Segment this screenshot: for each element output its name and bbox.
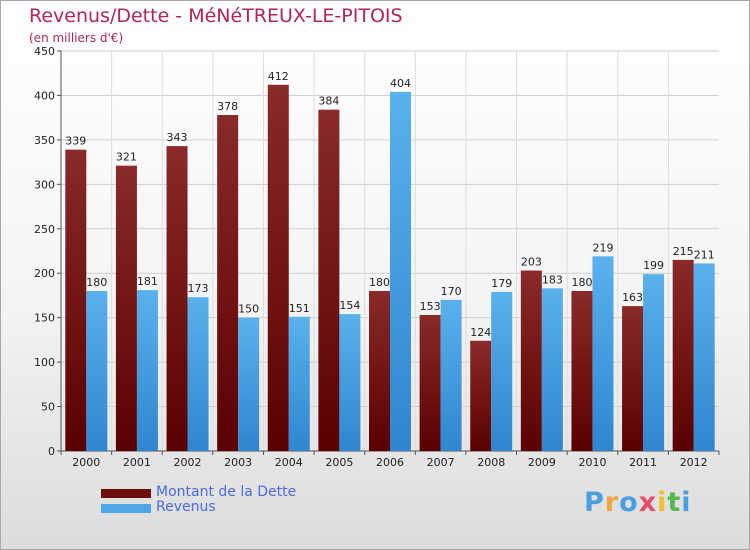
x-tick-label: 2011: [629, 456, 657, 469]
data-label-dette: 384: [318, 95, 339, 108]
y-tick-label: 150: [34, 312, 55, 325]
data-label-revenus: 150: [238, 303, 259, 316]
x-tick-label: 2007: [427, 456, 455, 469]
data-label-dette: 412: [268, 70, 289, 83]
bar-dette: [115, 165, 137, 451]
bar-dette: [65, 149, 87, 451]
y-tick-label: 100: [34, 356, 55, 369]
bars: [65, 84, 715, 452]
logo-letter: x: [638, 487, 658, 518]
bar-revenus: [491, 291, 513, 451]
data-label-dette: 180: [571, 276, 592, 289]
data-label-revenus: 183: [542, 273, 563, 286]
bar-revenus: [187, 297, 209, 451]
x-tick-label: 2000: [72, 456, 100, 469]
x-tick-label: 2009: [528, 456, 556, 469]
data-label-dette: 153: [420, 300, 441, 313]
x-tick-label: 2001: [123, 456, 151, 469]
x-tick-label: 2004: [275, 456, 303, 469]
bar-revenus: [136, 290, 158, 451]
data-label-dette: 339: [65, 135, 86, 148]
data-label-dette: 203: [521, 256, 542, 269]
bar-dette: [672, 259, 694, 451]
data-label-revenus: 199: [643, 259, 664, 272]
bar-dette: [520, 270, 542, 451]
bar-dette: [267, 84, 289, 452]
y-tick-label: 0: [48, 445, 55, 458]
data-label-revenus: 219: [592, 241, 613, 254]
data-label-revenus: 151: [289, 302, 310, 315]
legend-label-revenus: Revenus: [156, 499, 216, 515]
chart-subtitle: (en milliers d'€): [29, 31, 124, 45]
y-tick-label: 300: [34, 178, 55, 191]
legend-label-dette: Montant de la Dette: [156, 484, 297, 500]
bar-dette: [419, 315, 441, 451]
x-tick-label: 2005: [325, 456, 353, 469]
bar-revenus: [440, 299, 462, 451]
logo-letter: o: [619, 487, 639, 518]
y-tick-label: 50: [41, 401, 55, 414]
data-label-dette: 124: [470, 326, 491, 339]
bar-revenus: [592, 256, 614, 451]
data-label-dette: 321: [116, 151, 137, 164]
data-label-revenus: 173: [188, 282, 209, 295]
bar-revenus: [339, 314, 361, 451]
bar-revenus: [238, 317, 260, 451]
bar-dette: [166, 146, 188, 451]
logo-letter: t: [667, 487, 682, 518]
labels: 0 50 100 150 200 250 300 350 400 450 2000 339 180 200…: [34, 45, 715, 469]
logo-letter: P: [584, 487, 605, 518]
bar-revenus: [86, 291, 108, 451]
data-label-revenus: 154: [339, 299, 360, 312]
data-label-revenus: 181: [137, 275, 158, 288]
logo-letter: r: [604, 487, 620, 518]
bar-dette: [318, 109, 340, 452]
x-tick-label: 2002: [174, 456, 202, 469]
y-tick-label: 450: [34, 45, 55, 58]
x-tick-label: 2006: [376, 456, 404, 469]
bar-dette: [622, 306, 644, 451]
data-label-dette: 343: [167, 131, 188, 144]
data-label-revenus: 180: [86, 276, 107, 289]
bar-dette: [217, 115, 239, 451]
data-label-dette: 163: [622, 291, 643, 304]
bar-dette: [571, 291, 593, 451]
legend-swatch-revenus: [101, 504, 151, 513]
bar-revenus: [541, 288, 563, 451]
chart-title: Revenus/Dette - MéNéTREUX-LE-PITOIS: [29, 5, 403, 27]
logo-letter: i: [657, 487, 668, 518]
proxiti-logo: Proxiti: [584, 487, 692, 518]
bar-revenus: [288, 316, 310, 451]
bar-revenus: [643, 274, 665, 451]
x-tick-label: 2008: [477, 456, 505, 469]
data-label-dette: 215: [673, 245, 694, 258]
legend-swatch-dette: [101, 489, 151, 498]
bar-revenus: [390, 91, 411, 451]
data-label-revenus: 170: [441, 285, 462, 298]
y-tick-label: 250: [34, 223, 55, 236]
bar-dette: [470, 340, 492, 451]
data-label-revenus: 211: [694, 248, 715, 261]
data-label-revenus: 404: [390, 77, 411, 90]
x-tick-label: 2003: [224, 456, 252, 469]
logo-letter: i: [681, 487, 692, 518]
x-tick-label: 2012: [680, 456, 708, 469]
x-tick-label: 2010: [578, 456, 606, 469]
data-label-dette: 378: [217, 100, 238, 113]
y-tick-label: 400: [34, 89, 55, 102]
bar-dette: [369, 291, 390, 451]
data-label-revenus: 179: [491, 277, 512, 290]
bar-revenus: [693, 263, 715, 451]
y-tick-label: 200: [34, 267, 55, 280]
y-tick-label: 350: [34, 134, 55, 147]
data-label-dette: 180: [369, 276, 390, 289]
